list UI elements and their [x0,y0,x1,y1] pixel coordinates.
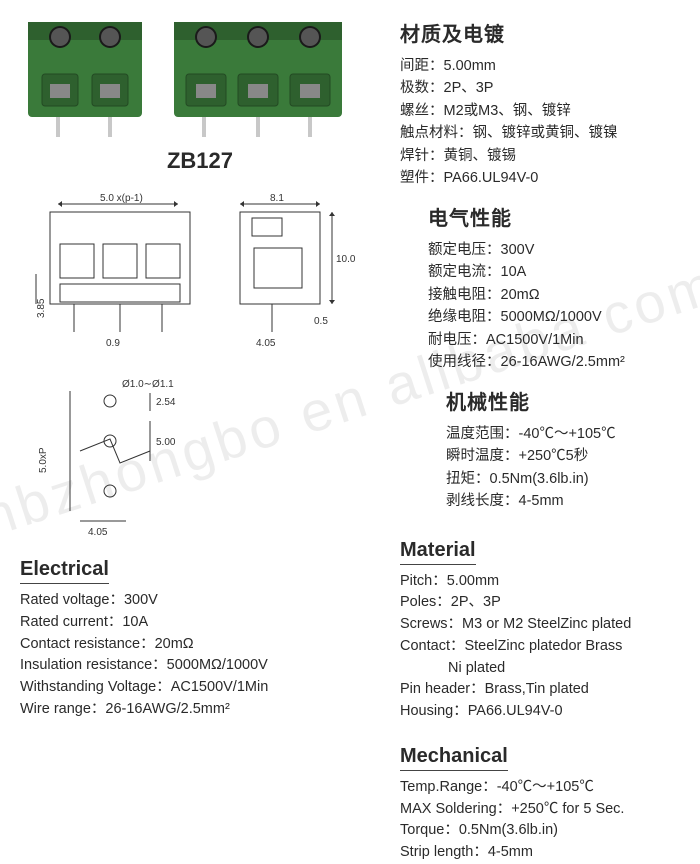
svg-text:2.54: 2.54 [156,397,176,408]
electrical-cn-section: 电气性能 额定电压：300V 额定电流：10A 接触电阻：20mΩ 绝缘电阻：5… [400,202,690,374]
spec-line: 极数：2P、3P [400,77,690,99]
spec-line: Contact resistance：20mΩ [20,634,380,656]
spec-line: 焊针：黄铜、镀锡 [400,145,690,167]
svg-text:3.85: 3.85 [36,298,47,318]
spec-line: Withstanding Voltage：AC1500V/1Min [20,677,380,699]
product-photo-3p [168,12,348,142]
spec-line: Insulation resistance：5000MΩ/1000V [20,655,380,677]
spec-line: 温度范围：-40℃～+105℃ [446,423,690,445]
spec-line: Strip length：4-5mm [400,842,690,864]
svg-text:4.05: 4.05 [88,527,108,538]
spec-line: 间距：5.00mm [400,55,690,77]
technical-diagrams: 5.0 x(p-1) 0.9 3.85 8.1 [20,188,380,544]
spec-line: 扭矩：0.5Nm(3.6lb.in) [446,468,690,490]
mechanical-cn-title: 机械性能 [446,386,690,415]
svg-text:8.1: 8.1 [270,193,284,204]
mechanical-en-section: Mechanical Temp.Range：-40℃～+105℃ MAX Sol… [400,735,690,864]
svg-text:5.00: 5.00 [156,437,176,448]
model-label: ZB127 [20,148,380,174]
spec-line: 接触电阻：20mΩ [428,284,690,306]
spec-line: 绝缘电阻：5000MΩ/1000V [428,306,690,328]
spec-line: Housing：PA66.UL94V-0 [400,701,690,723]
material-cn-title: 材质及电镀 [400,18,690,47]
spec-line: 螺丝：M2或M3、钢、镀锌 [400,100,690,122]
spec-line: Pitch：5.00mm [400,571,690,593]
mechanical-cn-section: 机械性能 温度范围：-40℃～+105℃ 瞬时温度：+250℃5秒 扭矩：0.5… [400,386,690,513]
spec-line: MAX Soldering：+250℃ for 5 Sec. [400,799,690,821]
svg-text:5.0 x(p-1): 5.0 x(p-1) [100,193,143,204]
spec-line: Poles：2P、3P [400,592,690,614]
spec-line: 瞬时温度：+250℃5秒 [446,445,690,467]
svg-text:5.0xP: 5.0xP [38,447,49,473]
product-photo-row [20,12,380,142]
electrical-en-title: Electrical [20,558,109,584]
svg-text:4.05: 4.05 [256,338,276,349]
spec-line: Temp.Range：-40℃～+105℃ [400,777,690,799]
spec-line: Contact：SteelZinc platedor Brass [400,636,690,658]
product-photo-2p [20,12,150,142]
pcb-layout-diagram: Ø1.0∼Ø1.1 2.54 5.00 5.0xP 4.05 [20,371,240,541]
material-cn-section: 材质及电镀 间距：5.00mm 极数：2P、3P 螺丝：M2或M3、钢、镀锌 触… [400,18,690,190]
svg-text:0.9: 0.9 [106,338,120,349]
electrical-cn-title: 电气性能 [428,202,690,231]
electrical-en-section: Electrical Rated voltage：300V Rated curr… [20,548,380,721]
svg-text:0.5: 0.5 [314,316,328,327]
spec-line: 耐电压：AC1500V/1Min [428,329,690,351]
spec-line: 剥线长度：4-5mm [446,490,690,512]
spec-line: 触点材料：钢、镀锌或黄铜、镀镍 [400,122,690,144]
spec-line: 使用线径：26-16AWG/2.5mm² [428,351,690,373]
svg-text:10.0: 10.0 [336,254,356,265]
material-en-section: Material Pitch：5.00mm Poles：2P、3P Screws… [400,529,690,723]
spec-line: 塑件：PA66.UL94V-0 [400,167,690,189]
material-en-title: Material [400,539,476,565]
spec-line: Rated current：10A [20,612,380,634]
spec-line: 额定电流：10A [428,261,690,283]
spec-line: Torque：0.5Nm(3.6lb.in) [400,820,690,842]
spec-line: Pin header：Brass,Tin plated [400,679,690,701]
spec-line: Wire range：26-16AWG/2.5mm² [20,699,380,721]
spec-line: Screws：M3 or M2 SteelZinc plated [400,614,690,636]
spec-line: 额定电压：300V [428,239,690,261]
spec-line: Rated voltage：300V [20,590,380,612]
spec-line: Ni plated [400,658,690,680]
svg-text:Ø1.0∼Ø1.1: Ø1.0∼Ø1.1 [122,379,174,390]
left-column: ZB127 5.0 x(p-1) 0.9 3.85 [20,12,380,721]
right-column: 材质及电镀 间距：5.00mm 极数：2P、3P 螺丝：M2或M3、钢、镀锌 触… [400,12,690,864]
mechanical-en-title: Mechanical [400,745,508,771]
